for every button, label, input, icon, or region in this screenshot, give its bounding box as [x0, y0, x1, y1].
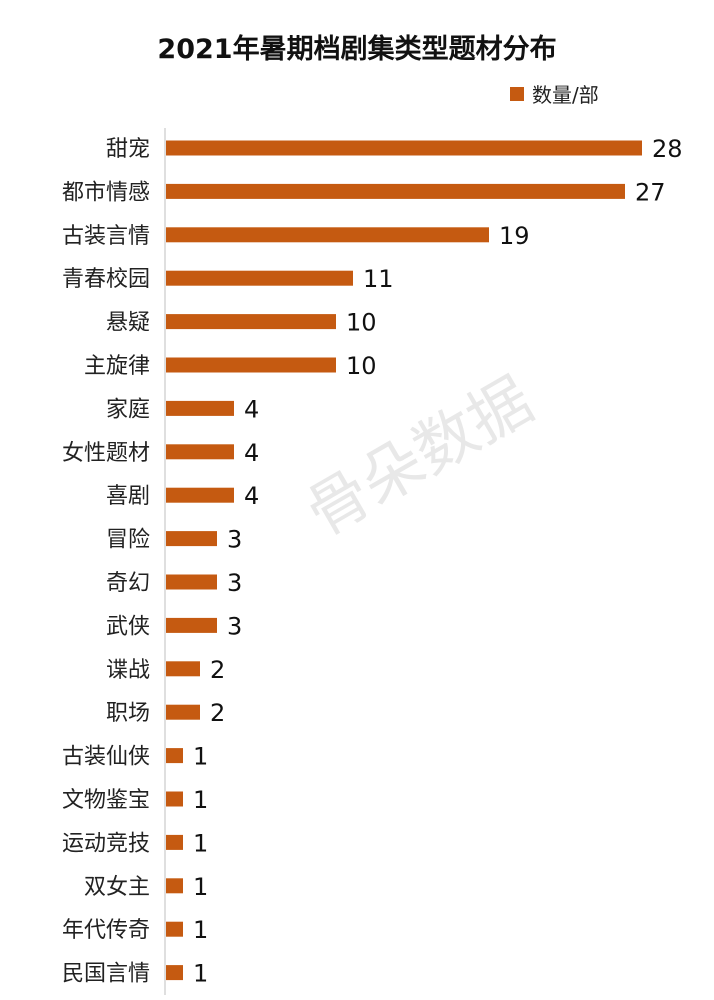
value-label: 1 — [193, 786, 208, 814]
bar — [166, 834, 183, 850]
bar — [166, 140, 642, 156]
category-label: 家庭 — [106, 397, 150, 422]
value-label: 2 — [210, 656, 225, 684]
bar — [166, 183, 625, 199]
value-label: 1 — [193, 743, 208, 771]
value-label: 4 — [244, 482, 259, 510]
bar — [166, 791, 183, 807]
category-label: 主旋律 — [84, 354, 150, 379]
value-label: 1 — [193, 829, 208, 857]
watermark: 骨朵数据 — [294, 363, 545, 550]
legend-label: 数量/部 — [532, 83, 599, 107]
bar — [166, 965, 183, 981]
category-label: 青春校园 — [62, 267, 150, 292]
bar — [166, 704, 200, 720]
bar — [166, 487, 234, 503]
category-label: 民国言情 — [62, 962, 150, 987]
value-label: 1 — [193, 916, 208, 944]
bar — [166, 314, 336, 330]
bar — [166, 878, 183, 894]
category-label: 谍战 — [106, 658, 150, 683]
category-label: 文物鉴宝 — [62, 788, 150, 813]
category-label: 运动竞技 — [62, 831, 150, 856]
value-label: 1 — [193, 873, 208, 901]
bar — [166, 574, 217, 590]
bar — [166, 357, 336, 373]
bar — [166, 661, 200, 677]
value-label: 3 — [227, 526, 242, 554]
category-label: 悬疑 — [106, 311, 150, 336]
category-label: 职场 — [106, 701, 150, 726]
bar — [166, 748, 183, 764]
value-label: 28 — [652, 135, 683, 163]
value-label: 3 — [227, 569, 242, 597]
value-label: 10 — [346, 309, 377, 337]
category-label: 古装仙侠 — [62, 745, 150, 770]
value-label: 19 — [499, 222, 530, 250]
category-label: 年代传奇 — [62, 918, 150, 943]
bar — [166, 270, 353, 286]
bar — [166, 227, 489, 243]
category-label: 都市情感 — [62, 180, 150, 205]
bar — [166, 921, 183, 937]
value-label: 10 — [346, 352, 377, 380]
category-label: 双女主 — [84, 875, 150, 900]
category-label: 甜宠 — [106, 137, 150, 162]
legend-swatch — [510, 87, 524, 101]
value-label: 27 — [635, 178, 666, 206]
category-label: 喜剧 — [106, 484, 150, 509]
value-label: 3 — [227, 612, 242, 640]
category-label: 冒险 — [106, 528, 150, 553]
bar — [166, 617, 217, 633]
category-label: 奇幻 — [106, 571, 150, 596]
bar — [166, 444, 234, 460]
value-label: 2 — [210, 699, 225, 727]
chart-title: 2021年暑期档剧集类型题材分布 — [157, 33, 556, 65]
bar — [166, 400, 234, 416]
value-label: 11 — [363, 265, 394, 293]
category-label: 武侠 — [106, 614, 150, 639]
value-label: 4 — [244, 395, 259, 423]
category-label: 古装言情 — [62, 224, 150, 249]
value-label: 4 — [244, 439, 259, 467]
category-label: 女性题材 — [62, 441, 150, 466]
bar — [166, 531, 217, 547]
value-label: 1 — [193, 960, 208, 988]
